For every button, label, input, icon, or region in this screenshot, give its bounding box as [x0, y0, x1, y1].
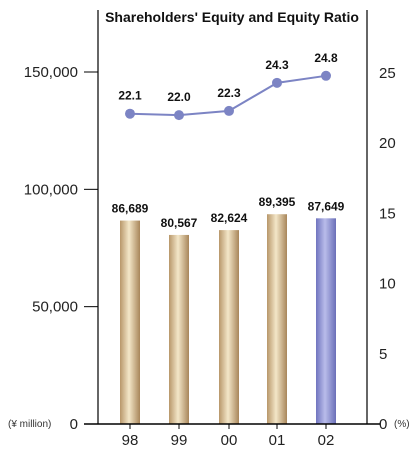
right-tick-label: 20 [379, 135, 396, 152]
ratio-point [125, 108, 135, 119]
left-tick-label: 0 [70, 416, 78, 433]
ratio-point [272, 77, 282, 88]
ratio-point [174, 110, 184, 121]
x-tick-label: 00 [221, 432, 238, 449]
ratio-value-label: 22.0 [167, 90, 191, 104]
ratio-value-label: 22.1 [118, 89, 142, 103]
ratio-point [321, 70, 331, 81]
left-tick-label: 50,000 [32, 299, 78, 316]
right-tick-label: 10 [379, 276, 396, 293]
x-tick-label: 98 [122, 432, 139, 449]
right-axis-ticks: 0 5 10 15 20 25 [379, 65, 396, 433]
bar [219, 230, 239, 424]
bar-value-label: 87,649 [308, 199, 345, 213]
left-axis-unit: (¥ million) [8, 419, 51, 430]
ratio-line-series: 22.1 22.0 22.3 24.3 24.8 [118, 51, 338, 121]
bar [169, 234, 189, 424]
ratio-value-label: 22.3 [217, 86, 241, 100]
bar-value-label: 80,567 [161, 216, 198, 230]
bar-value-label: 89,395 [259, 195, 296, 209]
ratio-value-label: 24.3 [265, 58, 289, 72]
x-axis-ticks: 98 99 00 01 02 [122, 424, 335, 449]
bar-value-label: 86,689 [112, 202, 149, 216]
ratio-point [224, 105, 234, 116]
left-axis-ticks: 0 50,000 100,000 150,000 [24, 64, 98, 433]
left-tick-label: 150,000 [24, 64, 78, 81]
right-axis-unit: (%) [394, 419, 410, 430]
x-tick-label: 02 [318, 432, 335, 449]
right-tick-label: 5 [379, 346, 387, 363]
x-tick-label: 99 [171, 432, 188, 449]
right-tick-label: 0 [379, 416, 387, 433]
x-tick-label: 01 [269, 432, 286, 449]
bar [267, 214, 287, 424]
left-tick-label: 100,000 [24, 181, 78, 198]
chart-title: Shareholders' Equity and Equity Ratio [105, 9, 359, 25]
bar [120, 220, 140, 424]
ratio-value-label: 24.8 [314, 51, 338, 65]
bar-value-labels: 86,689 80,567 82,624 89,395 87,649 [112, 195, 345, 230]
bar-value-label: 82,624 [211, 211, 248, 225]
bar [316, 218, 336, 424]
right-tick-label: 15 [379, 205, 396, 222]
right-tick-label: 25 [379, 65, 396, 82]
bar-series [120, 214, 336, 424]
